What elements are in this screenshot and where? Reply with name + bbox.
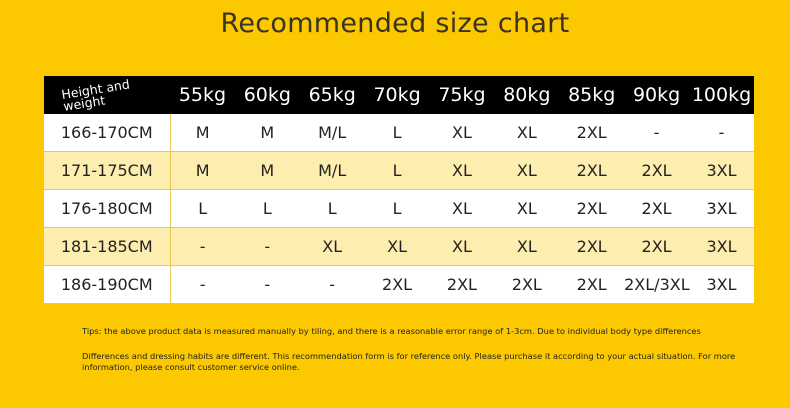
column-header: 100kg (689, 76, 754, 114)
size-cell: - (299, 265, 365, 304)
row-header: 186-190CM (44, 265, 171, 304)
size-cell: 2XL (559, 227, 625, 266)
size-cell: 2XL (559, 265, 625, 304)
size-cell: M (170, 114, 235, 152)
size-cell: L (170, 189, 235, 228)
size-cell: - (234, 265, 300, 304)
table-row: 166-170CM M M M/L L XL XL 2XL - - (44, 114, 754, 152)
size-cell: M (234, 151, 300, 190)
column-header: 90kg (624, 76, 689, 114)
size-cell: 2XL (624, 189, 689, 228)
column-header: 65kg (299, 76, 365, 114)
column-header: 85kg (559, 76, 625, 114)
size-cell: - (689, 114, 754, 152)
size-cell: 2XL (429, 265, 495, 304)
row-header: 171-175CM (44, 151, 171, 190)
size-cell: - (170, 265, 235, 304)
size-cell: - (234, 227, 300, 266)
table-row: 171-175CM M M M/L L XL XL 2XL 2XL 3XL (44, 151, 754, 190)
corner-label: Height and weight (60, 75, 131, 114)
size-cell: L (364, 151, 430, 190)
title: Recommended size chart (220, 8, 570, 39)
column-header: 60kg (234, 76, 300, 114)
column-header: 70kg (364, 76, 430, 114)
size-cell: 2XL (364, 265, 430, 304)
size-cell: XL (494, 189, 560, 228)
column-header: 75kg (429, 76, 495, 114)
table-row: 181-185CM - - XL XL XL XL 2XL 2XL 3XL (44, 227, 754, 266)
size-cell: L (364, 114, 430, 152)
size-cell: - (170, 227, 235, 266)
size-cell: M (170, 151, 235, 190)
tip: Tips: the above product data is measured… (82, 326, 701, 336)
size-cell: L (234, 189, 300, 228)
size-cell: 2XL (559, 114, 625, 152)
size-cell: 3XL (689, 151, 754, 190)
size-cell: - (624, 114, 689, 152)
size-cell: XL (494, 114, 560, 152)
size-cell: XL (494, 227, 560, 266)
size-cell: 2XL (559, 151, 625, 190)
size-cell: 3XL (689, 227, 754, 266)
size-cell: 3XL (689, 265, 754, 304)
corner-cell: Height and weight (44, 76, 170, 114)
column-header: 55kg (170, 76, 235, 114)
size-cell: XL (364, 227, 430, 266)
row-header: 176-180CM (44, 189, 171, 228)
size-cell: 3XL (689, 189, 754, 228)
size-cell: XL (299, 227, 365, 266)
tip: Differences and dressing habits are diff… (82, 351, 736, 372)
size-cell: M/L (299, 114, 365, 152)
row-header: 181-185CM (44, 227, 171, 266)
size-cell: L (364, 189, 430, 228)
size-cell: XL (494, 151, 560, 190)
size-cell: M (234, 114, 300, 152)
table-body: 166-170CM M M M/L L XL XL 2XL - -171-175CM M M M/L L X… (44, 114, 754, 304)
size-cell: L (299, 189, 365, 228)
size-cell: 2XL/3XL (624, 265, 690, 304)
column-header: 80kg (494, 76, 560, 114)
row-header: 166-170CM (44, 114, 171, 152)
size-cell: XL (429, 227, 495, 266)
header-row: Height and weight 55kg 60kg 65kg 70kg 75kg 80… (44, 76, 754, 114)
size-table: Height and weight 55kg 60kg 65kg 70kg 75kg 80… (44, 76, 754, 304)
size-cell: XL (429, 189, 495, 228)
size-cell: XL (429, 151, 495, 190)
table-row: 186-190CM - - -2XL 2XL 2XL 2XL 2XL/3XL 3XL (44, 265, 754, 304)
size-cell: 2XL (559, 189, 625, 228)
size-cell: 2XL (624, 227, 689, 266)
table-row: 176-180CM L L L L XL XL 2XL 2XL 3XL (44, 189, 754, 228)
size-cell: M/L (299, 151, 365, 190)
size-cell: XL (429, 114, 495, 152)
size-cell: 2XL (494, 265, 560, 304)
size-cell: 2XL (624, 151, 689, 190)
